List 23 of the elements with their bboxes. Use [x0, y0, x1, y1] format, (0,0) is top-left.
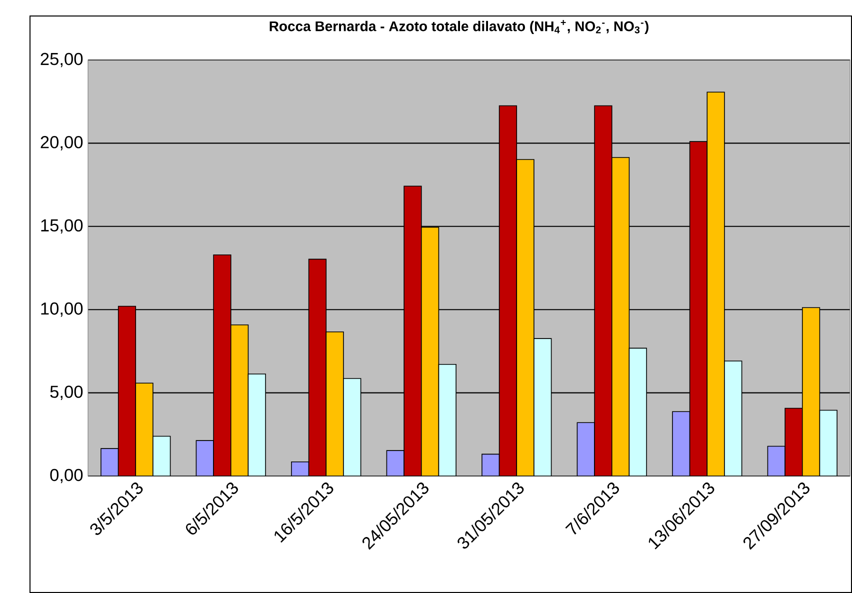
bar: [308, 258, 327, 476]
y-tick-label: 15,00: [41, 219, 83, 234]
bar: [118, 306, 136, 476]
y-tick-label: 0,00: [50, 468, 83, 484]
bar: [438, 364, 456, 476]
y-tick-label: 5,00: [50, 386, 83, 400]
bar: [404, 186, 422, 476]
bar: [819, 410, 838, 476]
bar: [594, 105, 612, 476]
bar: [534, 338, 552, 476]
bar: [343, 378, 362, 476]
bar: [724, 360, 742, 476]
bar: [213, 254, 232, 476]
y-tick-label: 20,00: [40, 136, 83, 150]
bar: [152, 436, 171, 476]
y-tick-label: 25,00: [40, 52, 83, 68]
y-tick-label: 10,00: [41, 302, 83, 317]
bar: [628, 348, 647, 476]
bar: [784, 408, 803, 476]
bar: [248, 374, 266, 476]
chart-title: Rocca Bernarda - Azoto totale dilavato (NH$_{4}$$^{+}$, NO$_{2}$$^{-}$, NO$_{3}$$^{-}$): [270, 20, 648, 34]
bar: [689, 141, 708, 476]
bar: [498, 105, 518, 476]
